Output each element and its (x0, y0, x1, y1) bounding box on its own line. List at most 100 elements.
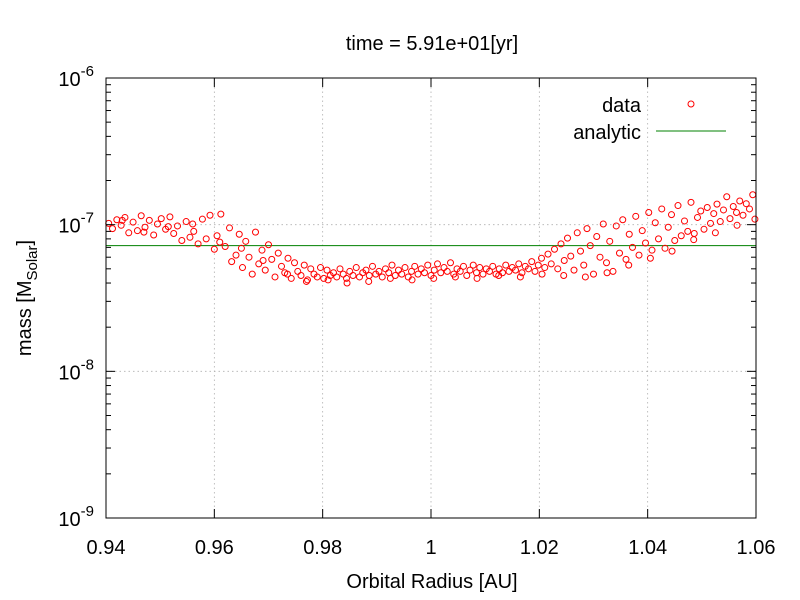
data-point (109, 225, 116, 233)
data-point (655, 235, 662, 243)
x-tick-label: 0.94 (87, 537, 126, 559)
data-point (274, 249, 282, 257)
data-point (645, 209, 653, 217)
data-point (252, 228, 259, 236)
data-point (525, 265, 532, 273)
data-point (713, 200, 721, 208)
data-point (339, 270, 347, 278)
data-point (547, 260, 555, 268)
data-point (460, 262, 467, 270)
data-point (217, 210, 225, 218)
data-point (473, 274, 481, 282)
data-point (278, 262, 285, 270)
data-point (302, 277, 310, 285)
data-point (733, 221, 741, 229)
data-point (684, 227, 692, 235)
data-point (105, 219, 113, 227)
data-point (365, 277, 373, 285)
data-point (564, 234, 571, 242)
legend-label-data: data (602, 95, 642, 117)
data-point (261, 266, 269, 274)
data-point (226, 224, 233, 232)
data-point (476, 264, 484, 272)
x-tick-label: 0.96 (195, 537, 234, 559)
data-point (245, 253, 253, 261)
data-point (235, 230, 243, 238)
data-point (133, 227, 141, 235)
data-point (516, 273, 524, 281)
data-point (674, 202, 682, 210)
grid-lines (106, 78, 756, 518)
data-point (625, 230, 633, 238)
data-point (609, 267, 617, 275)
data-point (237, 244, 245, 252)
data-point (202, 235, 210, 243)
x-axis-ticks: 0.94 0.96 0.98 1 1.02 1.04 1.06 (87, 78, 775, 559)
data-series (105, 191, 759, 287)
data-point (194, 240, 202, 248)
data-point (333, 273, 341, 281)
y-tick-label: 10-6 (58, 63, 94, 91)
data-point (687, 198, 695, 206)
data-point (248, 270, 256, 278)
data-point (648, 246, 656, 254)
data-point (385, 269, 393, 277)
data-point (417, 265, 425, 273)
data-point (590, 270, 597, 278)
data-point (447, 259, 454, 267)
data-point (560, 256, 568, 264)
data-point (336, 265, 344, 273)
data-point (401, 264, 409, 272)
data-point (414, 270, 422, 278)
y-tick-label: 10-9 (58, 503, 94, 531)
data-point (586, 242, 594, 250)
data-point (512, 266, 519, 274)
legend-marker-data (687, 100, 695, 108)
data-point (518, 269, 526, 277)
data-point (570, 266, 578, 274)
data-point (661, 244, 669, 252)
data-point (386, 274, 394, 282)
data-point (430, 266, 438, 274)
data-point (140, 228, 148, 236)
data-point (577, 247, 584, 255)
data-point (369, 262, 376, 270)
data-point (294, 267, 302, 275)
data-point (489, 262, 497, 270)
data-point (583, 225, 591, 233)
data-point (580, 261, 588, 269)
data-point (635, 251, 643, 259)
data-point (320, 274, 328, 282)
data-point (324, 276, 332, 284)
data-point (346, 267, 354, 275)
data-point (534, 261, 542, 269)
data-point (242, 237, 250, 245)
data-point (664, 223, 672, 231)
data-point (625, 261, 633, 269)
data-point (710, 210, 718, 218)
data-point (117, 221, 125, 229)
data-point (544, 250, 552, 258)
data-point (629, 243, 636, 251)
data-point (300, 261, 308, 269)
data-point (259, 256, 267, 264)
data-point (658, 205, 666, 213)
data-point (398, 270, 406, 278)
data-point (502, 261, 510, 269)
data-point (531, 267, 539, 275)
data-point (573, 229, 581, 237)
data-point (375, 267, 383, 275)
data-point (751, 215, 759, 223)
data-point (681, 217, 688, 225)
data-point (118, 216, 126, 224)
data-point (297, 272, 305, 280)
data-point (382, 265, 389, 273)
data-point (343, 279, 351, 287)
data-point (541, 264, 549, 272)
x-tick-label: 1 (425, 537, 436, 559)
y-axis-label: mass [MSolar] (14, 240, 41, 356)
data-point (622, 255, 630, 263)
data-point (170, 230, 178, 238)
data-point (365, 272, 373, 280)
